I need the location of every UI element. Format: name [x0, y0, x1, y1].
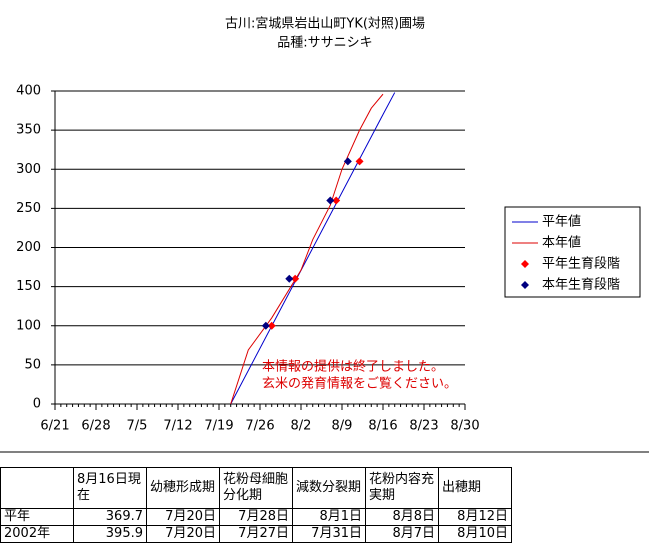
table-cell: 花粉内容充実期	[365, 467, 439, 509]
table-cell: 8月8日	[365, 508, 439, 526]
table-cell: 2002年	[0, 525, 74, 543]
table-cell: 7月31日	[292, 525, 366, 543]
diamond-marker	[285, 274, 294, 283]
table-row: 2002年 395.9 7月20日 7月27日 7月31日 8月7日 8月10日	[0, 525, 512, 543]
table-cell: 幼穂形成期	[146, 467, 220, 509]
x-tick-label: 7/26	[245, 419, 274, 434]
table-cell: 減数分裂期	[292, 467, 366, 509]
stage-table: 8月16日現在 幼穂形成期 花粉母細胞分化期 減数分裂期 花粉内容充実期 出穂期 平年 369…	[0, 467, 512, 543]
y-tick-label: 150	[16, 279, 41, 294]
legend-swatch	[521, 260, 529, 268]
x-tick-label: 7/19	[204, 419, 233, 434]
x-tick-label: 8/16	[368, 419, 397, 434]
table-cell: 8月1日	[292, 508, 366, 526]
annotation: 玄米の発育情報をご覧ください。	[262, 376, 457, 392]
y-tick-label: 200	[16, 240, 41, 255]
table-cell: 7月20日	[146, 525, 220, 543]
diamond-marker	[267, 321, 276, 330]
table-row: 平年 369.7 7月20日 7月28日 8月1日 8月8日 8月12日	[0, 508, 512, 526]
x-tick-label: 8/30	[450, 419, 479, 434]
chart: 古川:宮城県岩出山町YK(対照)圃場 品種:ササニシキ 0 50 100 150 200…	[0, 16, 649, 453]
table-cell: 平年	[0, 508, 74, 526]
table-cell	[0, 467, 74, 509]
legend-swatch	[521, 281, 529, 289]
table-cell: 8月16日現在	[73, 467, 147, 509]
table-cell: 花粉母細胞分化期	[219, 467, 293, 509]
x-tick-label: 8/23	[409, 419, 438, 434]
y-tick-label: 100	[16, 318, 41, 333]
legend-label: 平年生育段階	[542, 256, 620, 272]
x-tick-label: 6/28	[81, 419, 110, 434]
table-cell: 出穂期	[438, 467, 512, 509]
y-tick-label: 350	[16, 123, 41, 138]
series-line	[230, 93, 384, 405]
table-cell: 369.7	[73, 508, 147, 526]
diamond-marker	[355, 157, 364, 166]
x-tick-label: 6/21	[40, 419, 69, 434]
table-cell: 8月7日	[365, 525, 439, 543]
x-tick-label: 7/5	[127, 419, 148, 434]
legend-label: 本年値	[542, 235, 581, 251]
chart-title: 古川:宮城県岩出山町YK(対照)圃場	[225, 16, 425, 32]
table-header: 8月16日現在 幼穂形成期 花粉母細胞分化期 減数分裂期 花粉内容充実期 出穂期	[0, 467, 512, 509]
y-tick-label: 300	[16, 162, 41, 177]
annotation: 本情報の提供は終了しました。	[262, 359, 444, 375]
diamond-marker	[332, 196, 341, 205]
x-tick-label: 8/2	[291, 419, 312, 434]
legend-label: 平年値	[542, 214, 581, 230]
diamond-marker	[343, 157, 352, 166]
legend-label: 本年生育段階	[542, 277, 620, 293]
diamond-marker	[261, 321, 270, 330]
y-tick-label: 400	[16, 84, 41, 99]
x-tick-label: 8/9	[332, 419, 353, 434]
table-cell: 7月27日	[219, 525, 293, 543]
table-cell: 8月12日	[438, 508, 512, 526]
table-cell: 8月10日	[438, 525, 512, 543]
diamond-marker	[326, 196, 335, 205]
y-tick-label: 50	[24, 357, 41, 372]
table-cell: 7月28日	[219, 508, 293, 526]
y-tick-label: 250	[16, 201, 41, 216]
x-tick-label: 7/12	[163, 419, 192, 434]
series-line	[230, 92, 396, 405]
chart-subtitle: 品種:ササニシキ	[277, 35, 372, 51]
table-cell: 7月20日	[146, 508, 220, 526]
y-tick-label: 0	[33, 397, 41, 412]
table-cell: 395.9	[73, 525, 147, 543]
diamond-marker	[291, 274, 300, 283]
